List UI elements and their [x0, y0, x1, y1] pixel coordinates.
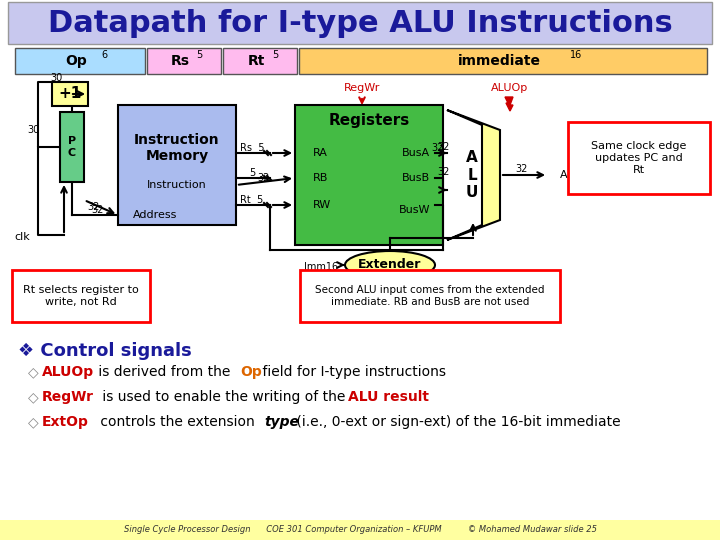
Text: 30: 30 — [50, 73, 62, 83]
Text: A
L
U: A L U — [466, 150, 478, 200]
Text: Imm16: Imm16 — [304, 262, 338, 272]
Text: (i.e., 0-ext or sign-ext) of the 16-bit immediate: (i.e., 0-ext or sign-ext) of the 16-bit … — [292, 415, 621, 429]
Text: Single Cycle Processor Design      COE 301 Computer Organization – KFUPM        : Single Cycle Processor Design COE 301 Co… — [124, 525, 596, 535]
Text: ExtOp: ExtOp — [42, 415, 89, 429]
Text: Rt: Rt — [247, 54, 265, 68]
Text: ❖ Control signals: ❖ Control signals — [18, 342, 192, 360]
Polygon shape — [447, 110, 500, 240]
Text: P
C: P C — [68, 136, 76, 158]
Bar — [8, 2, 712, 44]
Text: 5: 5 — [196, 50, 202, 60]
Text: field for I-type instructions: field for I-type instructions — [258, 365, 446, 379]
Text: BusB: BusB — [402, 173, 430, 183]
Text: 5: 5 — [272, 50, 278, 60]
Text: is derived from the: is derived from the — [94, 365, 235, 379]
Text: 32: 32 — [438, 142, 450, 152]
Text: 32: 32 — [91, 205, 103, 215]
Text: clk: clk — [14, 232, 30, 242]
Text: immediate: immediate — [457, 54, 541, 68]
Text: RegWr: RegWr — [344, 83, 380, 93]
Bar — [52, 82, 88, 106]
Bar — [295, 105, 443, 245]
Text: Rt selects register to
write, not Rd: Rt selects register to write, not Rd — [23, 285, 139, 307]
Text: RA: RA — [313, 148, 328, 158]
Text: 30: 30 — [27, 125, 39, 135]
Text: ALU result: ALU result — [560, 170, 616, 180]
Text: ALUOp: ALUOp — [42, 365, 94, 379]
Text: Datapath for I-type ALU Instructions: Datapath for I-type ALU Instructions — [48, 9, 672, 37]
Text: ◇: ◇ — [28, 415, 39, 429]
Bar — [300, 270, 560, 322]
Text: ◇: ◇ — [28, 365, 39, 379]
Bar — [223, 48, 297, 74]
Text: Instruction: Instruction — [147, 180, 207, 190]
Text: Op: Op — [65, 54, 87, 68]
Text: Instruction
Memory: Instruction Memory — [134, 133, 220, 163]
Text: 16: 16 — [570, 50, 582, 60]
Bar — [12, 270, 150, 322]
Text: Second ALU input comes from the extended
immediate. RB and BusB are not used: Second ALU input comes from the extended… — [315, 285, 545, 307]
Text: ExtOp: ExtOp — [378, 278, 412, 288]
Text: ALUOp: ALUOp — [491, 83, 528, 93]
Text: RegWr: RegWr — [42, 390, 94, 404]
Text: 32: 32 — [258, 173, 270, 183]
Ellipse shape — [345, 251, 435, 279]
Text: 32: 32 — [432, 143, 444, 153]
Text: controls the extension: controls the extension — [96, 415, 259, 429]
Text: 32: 32 — [438, 167, 450, 177]
Text: 6: 6 — [102, 50, 108, 60]
Bar — [568, 122, 710, 194]
Text: RB: RB — [313, 173, 328, 183]
Text: Op: Op — [240, 365, 262, 379]
Text: +1: +1 — [58, 86, 81, 102]
Text: Rs  5: Rs 5 — [240, 143, 264, 153]
Bar — [118, 105, 236, 225]
Bar — [0, 520, 720, 540]
Text: 32: 32 — [516, 164, 528, 174]
Text: BusW: BusW — [398, 205, 430, 215]
Text: Registers: Registers — [328, 112, 410, 127]
Text: ALU result: ALU result — [348, 390, 429, 404]
Bar — [15, 48, 145, 74]
Bar — [60, 112, 84, 182]
Polygon shape — [505, 97, 513, 111]
Text: Same clock edge
updates PC and
Rt: Same clock edge updates PC and Rt — [591, 141, 687, 174]
Text: BusA: BusA — [402, 148, 430, 158]
Text: Rt  5: Rt 5 — [240, 195, 264, 205]
Bar — [147, 48, 221, 74]
Text: Rs: Rs — [171, 54, 189, 68]
Text: is used to enable the writing of the: is used to enable the writing of the — [98, 390, 350, 404]
Text: 32: 32 — [88, 202, 100, 212]
Text: Extender: Extender — [359, 259, 422, 272]
Text: Address: Address — [132, 210, 177, 220]
Text: type: type — [264, 415, 299, 429]
Text: RW: RW — [313, 200, 331, 210]
Bar — [299, 48, 707, 74]
Text: ◇: ◇ — [28, 390, 39, 404]
Text: 5: 5 — [249, 168, 255, 178]
